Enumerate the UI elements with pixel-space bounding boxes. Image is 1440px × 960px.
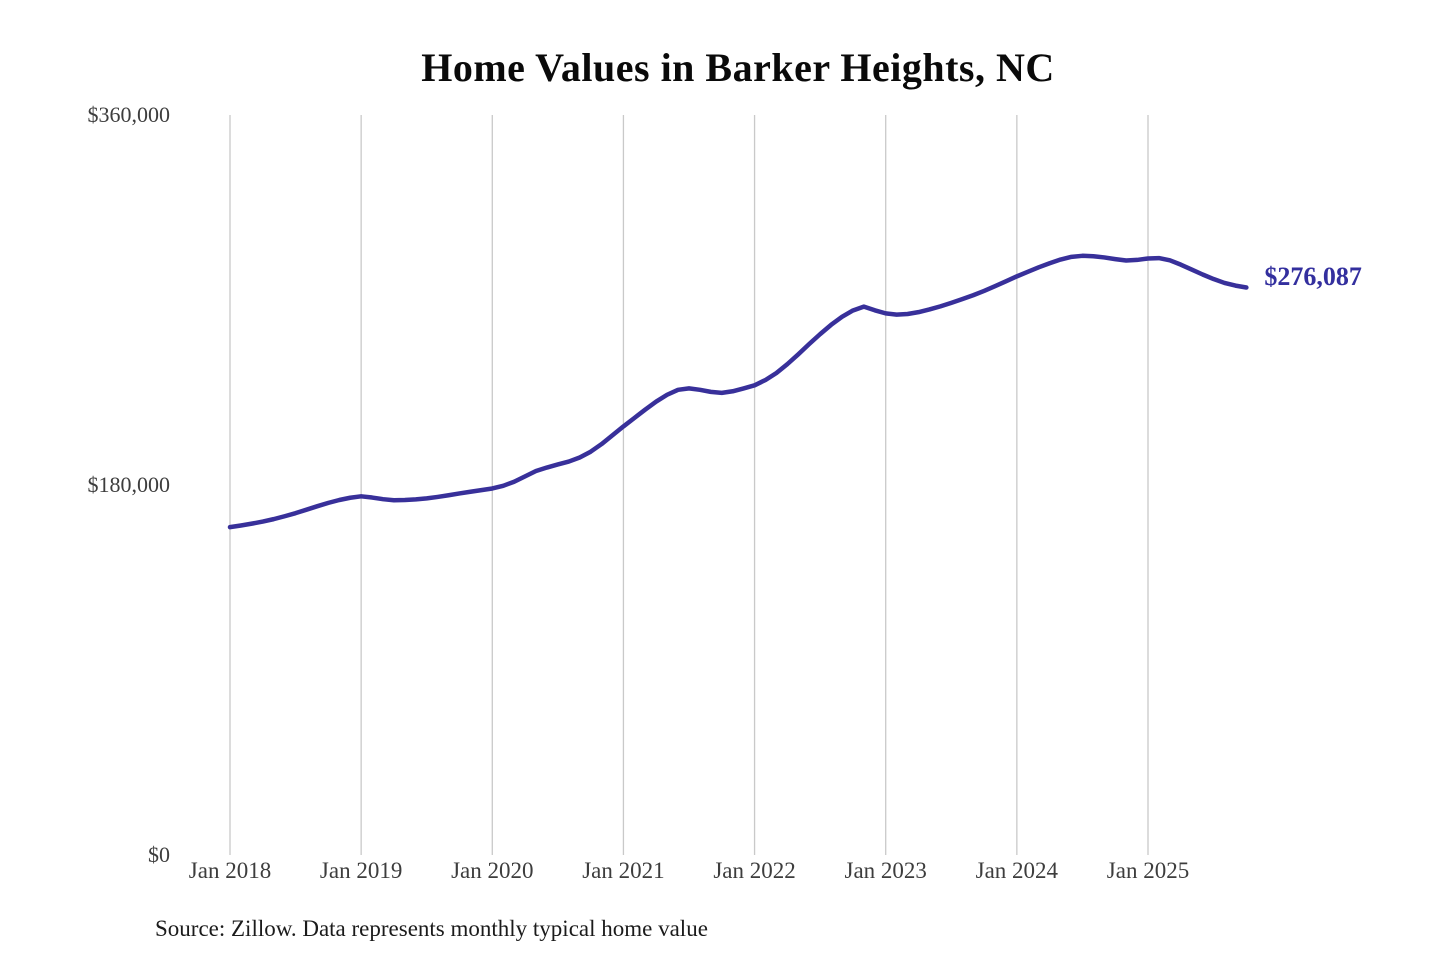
y-tick-label: $180,000 (87, 472, 171, 497)
home-value-line (227, 253, 1249, 530)
x-tick-label: Jan 2020 (451, 858, 534, 883)
x-tick-label: Jan 2022 (713, 858, 796, 883)
y-tick-label: $0 (148, 842, 170, 867)
chart-title: Home Values in Barker Heights, NC (421, 45, 1055, 90)
latest-value-label: $276,087 (1264, 262, 1362, 292)
x-tick-label: Jan 2018 (188, 858, 272, 883)
y-tick-label: $360,000 (87, 102, 171, 127)
x-tick-label: Jan 2023 (844, 858, 927, 883)
x-tick-label: Jan 2021 (582, 858, 665, 883)
source-note: Source: Zillow. Data represents monthly … (155, 916, 708, 941)
x-tick-label: Jan 2019 (319, 858, 403, 883)
x-tick-label: Jan 2025 (1106, 858, 1190, 883)
x-tick-label: Jan 2024 (975, 858, 1059, 883)
